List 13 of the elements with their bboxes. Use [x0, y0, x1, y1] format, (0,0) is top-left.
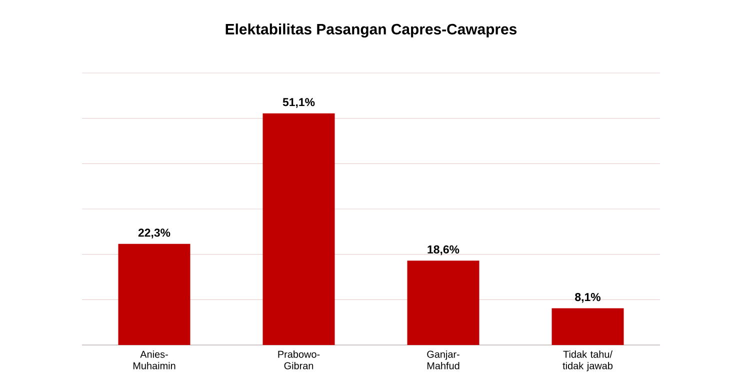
data-label: 8,1%: [575, 292, 600, 303]
data-label: 22,3%: [138, 228, 170, 238]
bar: [118, 244, 190, 345]
x-tick-label: Anies-Muhaimin: [133, 350, 176, 370]
bar: [407, 260, 480, 345]
x-tick-label: Prabowo-Gibran: [278, 350, 320, 370]
x-tick-label: Ganjar-Mahfud: [427, 350, 460, 370]
data-label: 51,1%: [282, 98, 315, 108]
x-tick-label: Tidak tahu/ tidak jawab: [562, 350, 613, 372]
data-label: 18,6%: [428, 245, 460, 256]
chart-title: Elektabilitas Pasangan Capres-Cawapres: [226, 24, 517, 38]
bar: [262, 113, 335, 345]
bar: [552, 308, 624, 345]
